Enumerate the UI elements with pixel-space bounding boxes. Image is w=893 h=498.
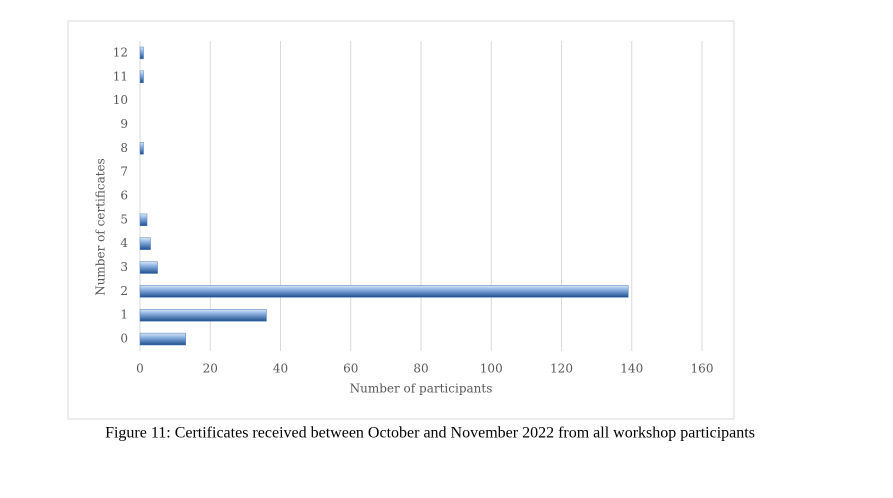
bar: [139, 213, 148, 227]
y-tick-label: 8: [120, 141, 128, 155]
chart-frame: [67, 20, 735, 420]
x-tick-label: 140: [620, 362, 643, 376]
y-tick-label: 9: [120, 117, 128, 131]
y-tick-label: 7: [120, 165, 128, 179]
x-tick-label: 60: [343, 362, 358, 376]
bar: [139, 285, 629, 298]
y-tick-label: 10: [113, 93, 128, 107]
y-tick-label: 6: [120, 189, 128, 203]
y-tick-label: 11: [113, 69, 128, 83]
x-tick-label: 100: [480, 362, 503, 376]
y-tick-label: 5: [120, 212, 128, 226]
y-axis-label: Number of certificates: [94, 158, 108, 296]
x-tick-label: 80: [413, 362, 428, 376]
y-tick-label: 12: [113, 45, 128, 59]
y-tick-label: 4: [120, 236, 128, 250]
bar: [139, 70, 144, 83]
x-tick-label: 120: [550, 362, 573, 376]
bar: [139, 309, 267, 322]
x-tick-label: 0: [136, 362, 144, 376]
y-tick-label: 1: [120, 308, 128, 322]
bar: [139, 332, 186, 346]
bar: [139, 261, 158, 274]
y-tick-label: 2: [120, 284, 128, 298]
y-tick-label: 0: [120, 332, 128, 346]
bar: [139, 237, 151, 250]
bar: [139, 142, 144, 155]
y-tick-label: 3: [120, 260, 128, 274]
x-tick-label: 40: [273, 362, 288, 376]
caption: Figure 11: Certificates received between…: [105, 425, 755, 442]
bar: [139, 46, 144, 60]
x-axis-label: Number of participants: [350, 382, 493, 396]
x-tick-label: 20: [203, 362, 218, 376]
x-tick-label: 160: [691, 362, 714, 376]
